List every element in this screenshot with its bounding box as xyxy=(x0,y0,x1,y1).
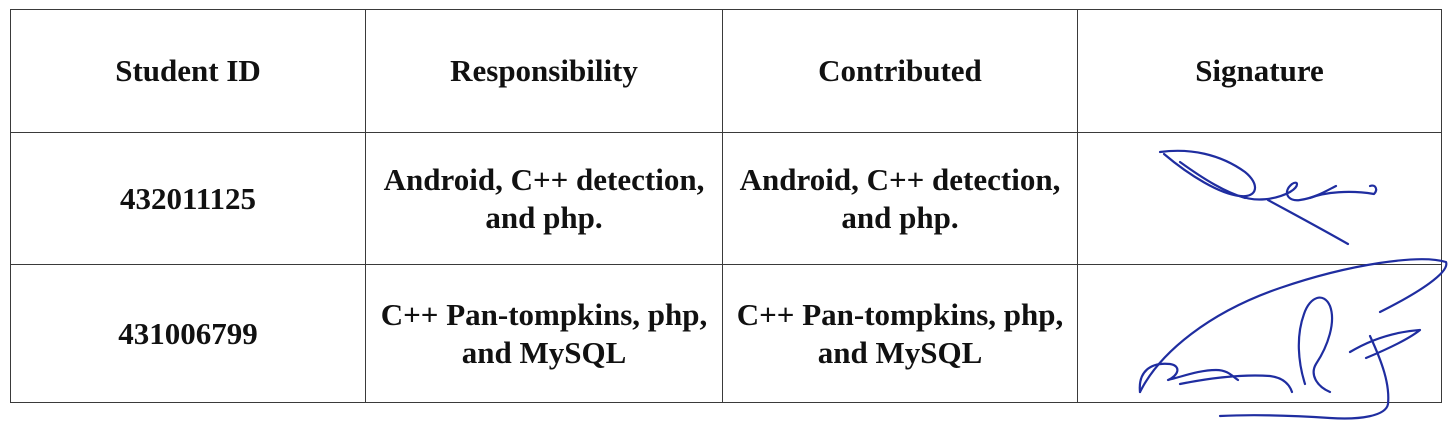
contributed-text: Android, C++ detection, and php. xyxy=(739,161,1061,235)
contributed-cell: Android, C++ detection, and php. xyxy=(722,132,1078,265)
header-contributed: Contributed xyxy=(722,9,1078,133)
header-signature: Signature xyxy=(1077,9,1442,133)
table-header-row: Student ID Responsibility Contributed Si… xyxy=(10,9,1442,133)
responsibility-cell: C++ Pan-tompkins, php, and MySQL xyxy=(365,264,723,403)
table-row: 431006799 C++ Pan-tompkins, php, and MyS… xyxy=(10,264,1442,403)
student-id-cell: 432011125 xyxy=(10,132,366,265)
responsibility-text: Android, C++ detection, and php. xyxy=(383,161,705,235)
signature-cell xyxy=(1077,264,1442,403)
contribution-table: Student ID Responsibility Contributed Si… xyxy=(10,9,1442,403)
header-responsibility: Responsibility xyxy=(365,9,723,133)
header-student-id: Student ID xyxy=(10,9,366,133)
responsibility-cell: Android, C++ detection, and php. xyxy=(365,132,723,265)
responsibility-text: C++ Pan-tompkins, php, and MySQL xyxy=(380,296,708,370)
contributed-cell: C++ Pan-tompkins, php, and MySQL xyxy=(722,264,1078,403)
signature-cell xyxy=(1077,132,1442,265)
student-id-cell: 431006799 xyxy=(10,264,366,403)
table-row: 432011125 Android, C++ detection, and ph… xyxy=(10,132,1442,265)
contributed-text: C++ Pan-tompkins, php, and MySQL xyxy=(736,296,1064,370)
